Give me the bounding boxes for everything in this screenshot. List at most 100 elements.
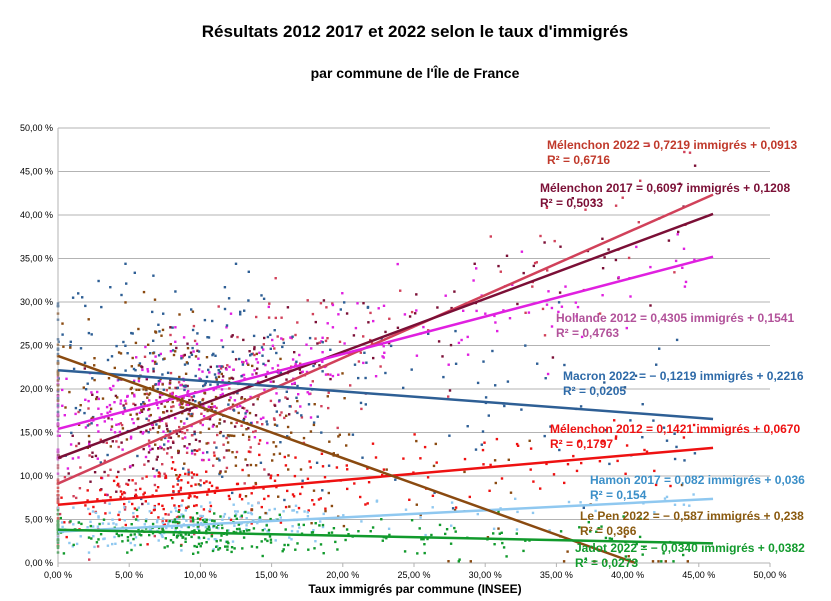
data-point <box>551 356 555 359</box>
data-point <box>260 294 263 297</box>
data-point <box>269 476 272 480</box>
data-point <box>254 429 257 433</box>
data-point <box>192 520 195 523</box>
data-point <box>77 410 80 414</box>
data-point <box>274 316 277 320</box>
data-point <box>563 363 566 367</box>
data-point <box>94 511 98 514</box>
data-point <box>414 312 417 315</box>
data-point <box>418 527 421 530</box>
data-point <box>145 475 148 478</box>
data-point <box>96 498 99 501</box>
data-point <box>238 357 241 361</box>
data-point <box>180 504 183 507</box>
data-point <box>683 459 686 462</box>
data-point <box>177 475 181 478</box>
data-point <box>245 410 248 413</box>
data-point <box>198 377 201 380</box>
data-point <box>675 445 678 449</box>
data-point <box>178 473 182 477</box>
data-point <box>281 338 285 341</box>
data-point <box>269 333 272 336</box>
x-tick-label: 10,00 % <box>184 570 217 580</box>
y-tick-label: 25,00 % <box>20 341 53 351</box>
data-point <box>219 394 222 397</box>
data-point <box>143 523 146 526</box>
data-point <box>245 529 249 532</box>
data-point <box>623 386 627 389</box>
data-point <box>224 470 227 473</box>
data-point <box>58 434 61 437</box>
data-point <box>321 351 324 354</box>
data-point <box>232 368 235 371</box>
data-point <box>415 309 418 312</box>
data-point <box>168 381 172 385</box>
data-point <box>240 397 243 400</box>
data-point <box>267 494 270 498</box>
data-point <box>673 503 677 506</box>
data-point <box>213 405 216 408</box>
data-point <box>296 530 299 533</box>
data-point <box>206 409 209 413</box>
data-point <box>235 527 239 531</box>
data-point <box>123 508 127 511</box>
data-point <box>327 491 330 495</box>
data-point <box>140 497 143 501</box>
data-point <box>199 484 202 487</box>
data-point <box>360 407 363 411</box>
data-point <box>123 468 126 471</box>
data-point <box>655 363 658 366</box>
data-point <box>277 495 280 498</box>
data-point <box>613 419 616 422</box>
data-point <box>170 526 174 529</box>
data-point <box>273 404 277 407</box>
data-point <box>578 526 581 529</box>
data-point <box>134 493 137 496</box>
data-point <box>230 550 233 554</box>
data-point <box>489 463 492 467</box>
data-point <box>331 302 334 305</box>
data-point <box>230 546 234 549</box>
data-point <box>423 551 426 555</box>
data-point <box>476 381 480 385</box>
data-point <box>167 522 170 526</box>
data-point <box>84 304 87 308</box>
data-point <box>146 396 149 399</box>
data-point <box>196 525 199 528</box>
data-point <box>250 508 254 511</box>
data-point <box>434 442 437 446</box>
data-point <box>265 524 268 527</box>
data-point <box>210 535 213 538</box>
data-point <box>617 276 620 279</box>
data-point <box>154 330 157 333</box>
data-point <box>250 522 253 525</box>
data-point <box>140 403 143 406</box>
data-point <box>86 489 89 492</box>
data-point <box>244 412 247 415</box>
data-point <box>185 506 189 509</box>
data-point <box>454 506 458 509</box>
data-point <box>380 518 383 521</box>
data-point <box>171 349 175 352</box>
data-point <box>298 353 301 357</box>
data-point <box>382 356 385 359</box>
data-point <box>253 347 256 351</box>
data-point <box>251 373 254 376</box>
data-point <box>228 377 231 380</box>
data-point <box>215 378 218 381</box>
data-point <box>311 312 315 316</box>
data-point <box>324 339 328 343</box>
data-point <box>190 471 193 474</box>
data-point <box>89 520 92 523</box>
data-point <box>93 357 96 360</box>
data-point <box>308 460 311 463</box>
data-point <box>215 540 218 543</box>
data-point <box>364 403 367 406</box>
data-point <box>234 358 238 361</box>
data-point <box>214 354 217 357</box>
data-point <box>296 542 299 545</box>
data-point <box>117 445 120 449</box>
data-point <box>180 525 183 529</box>
data-point <box>148 533 151 537</box>
data-point <box>319 302 323 305</box>
